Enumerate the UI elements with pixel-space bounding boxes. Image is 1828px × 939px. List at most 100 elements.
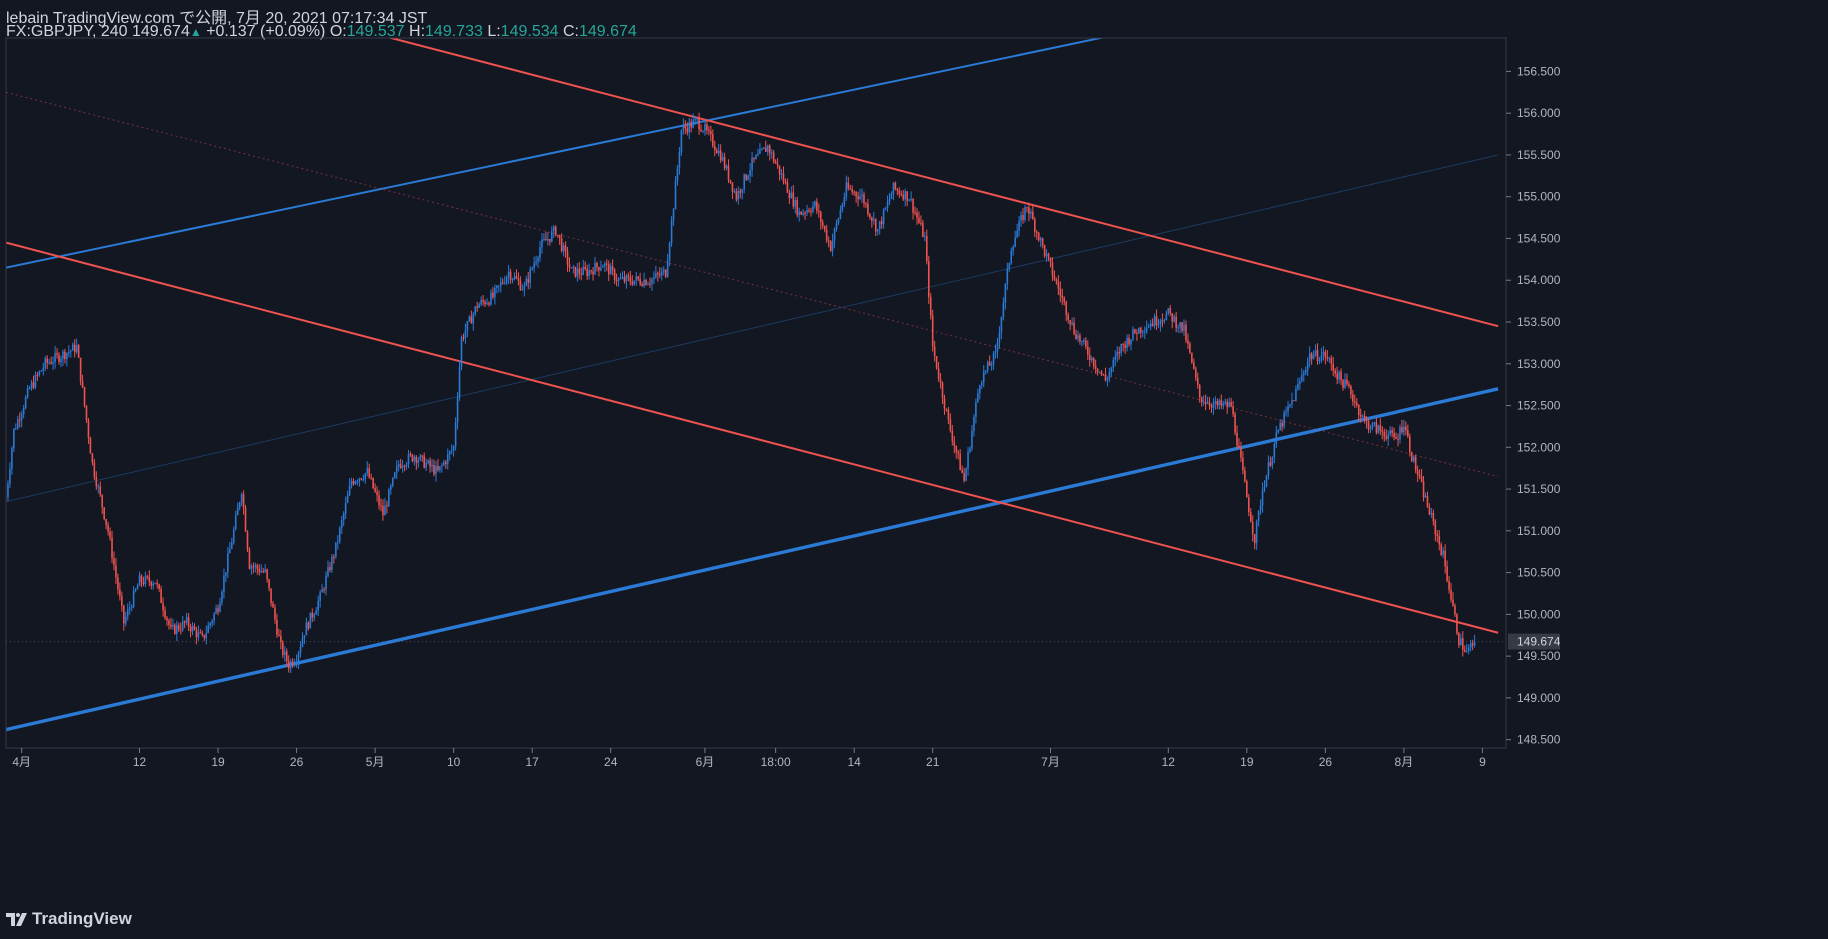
candle-body (266, 569, 268, 580)
candle-body (1187, 340, 1189, 344)
candle-body (1000, 317, 1003, 333)
candle-body (980, 382, 983, 386)
candle-body (617, 278, 620, 281)
candle-body (1126, 337, 1128, 349)
candle-body (615, 280, 618, 282)
candle-body (790, 192, 793, 199)
candle-body (144, 576, 147, 585)
candle-body (847, 182, 850, 189)
symbol-label[interactable]: FX:GBPJPY, 240 (6, 23, 128, 40)
candle-body (1471, 643, 1474, 646)
candle-body (543, 239, 545, 241)
candle-body (1120, 343, 1122, 354)
tradingview-logo[interactable]: TradingView (6, 909, 132, 929)
candle-body (927, 261, 930, 298)
candle-body (1401, 426, 1403, 433)
candle-body (505, 276, 508, 283)
candle-body (806, 210, 808, 213)
candle-body (248, 549, 251, 569)
candle-body (1151, 323, 1154, 326)
candle-body (884, 207, 887, 210)
candle-body (187, 617, 190, 627)
candle-body (1344, 379, 1346, 389)
candle-body (1261, 489, 1264, 506)
trend-line (6, 38, 1106, 269)
candle-body (700, 129, 702, 132)
candle-body (931, 315, 934, 347)
candle-body (1395, 437, 1397, 439)
candle-body (1440, 544, 1443, 555)
candle-body (1079, 335, 1081, 342)
candle-body (364, 473, 367, 480)
candle-body (1124, 344, 1126, 349)
candle-body (969, 448, 971, 452)
candle-body (1100, 371, 1103, 375)
candle-body (230, 542, 233, 549)
candle-body (1304, 370, 1307, 374)
candle-body (85, 405, 88, 421)
candle-body (340, 520, 343, 528)
x-tick-label: 26 (290, 755, 304, 769)
candle-body (664, 269, 667, 277)
candle-body (429, 460, 431, 467)
candle-body (256, 565, 259, 569)
close-value: 149.674 (578, 23, 637, 40)
candle-body (1462, 638, 1464, 650)
candle-body (1275, 432, 1278, 444)
y-tick-label: 154.500 (1517, 231, 1561, 245)
candle-body (818, 210, 820, 212)
candle-body (111, 537, 113, 559)
candle-body (199, 632, 202, 634)
candle-body (219, 602, 221, 612)
candle-body (1289, 404, 1291, 407)
candle-body (1216, 401, 1219, 406)
candles (6, 112, 1476, 674)
candle-body (759, 149, 761, 154)
candle-body (871, 217, 873, 221)
candle-body (939, 379, 942, 383)
candle-body (933, 346, 936, 357)
candle-body (851, 189, 854, 193)
candle-body (401, 466, 404, 468)
candle-body (531, 268, 533, 270)
candle-body (221, 592, 223, 603)
candle-body (957, 451, 960, 454)
candle-body (142, 582, 145, 585)
candle-body (44, 358, 47, 368)
candle-body (270, 588, 272, 604)
x-tick-label: 8月 (1395, 755, 1414, 769)
candle-body (388, 489, 390, 507)
candle-body (814, 201, 816, 207)
candle-body (427, 460, 429, 464)
candle-body (676, 167, 679, 182)
candle-body (1381, 430, 1384, 433)
candle-body (604, 263, 606, 266)
candle-body (1448, 580, 1450, 590)
candle-body (1330, 358, 1333, 364)
x-tick-label: 12 (133, 755, 147, 769)
candle-body (458, 366, 461, 398)
candle-body (894, 182, 897, 189)
candle-body (164, 610, 166, 618)
candle-body (808, 210, 810, 212)
candle-body (963, 472, 965, 481)
candle-body (52, 362, 54, 364)
x-tick-label: 17 (525, 755, 539, 769)
candle-body (124, 616, 127, 624)
candle-body (1285, 411, 1287, 413)
candle-body (1157, 324, 1160, 326)
candle-body (710, 131, 712, 135)
candle-body (1234, 414, 1236, 433)
candle-body (1193, 362, 1195, 369)
candle-body (873, 219, 875, 221)
x-tick-label: 26 (1319, 755, 1333, 769)
candle-body (1155, 316, 1158, 326)
candle-body (1265, 475, 1268, 488)
candle-body (1352, 394, 1354, 402)
candle-body (1450, 589, 1452, 600)
candle-body (1383, 432, 1386, 437)
candle-body (1169, 307, 1172, 314)
candle-body (99, 486, 102, 495)
candle-body (1140, 327, 1142, 333)
